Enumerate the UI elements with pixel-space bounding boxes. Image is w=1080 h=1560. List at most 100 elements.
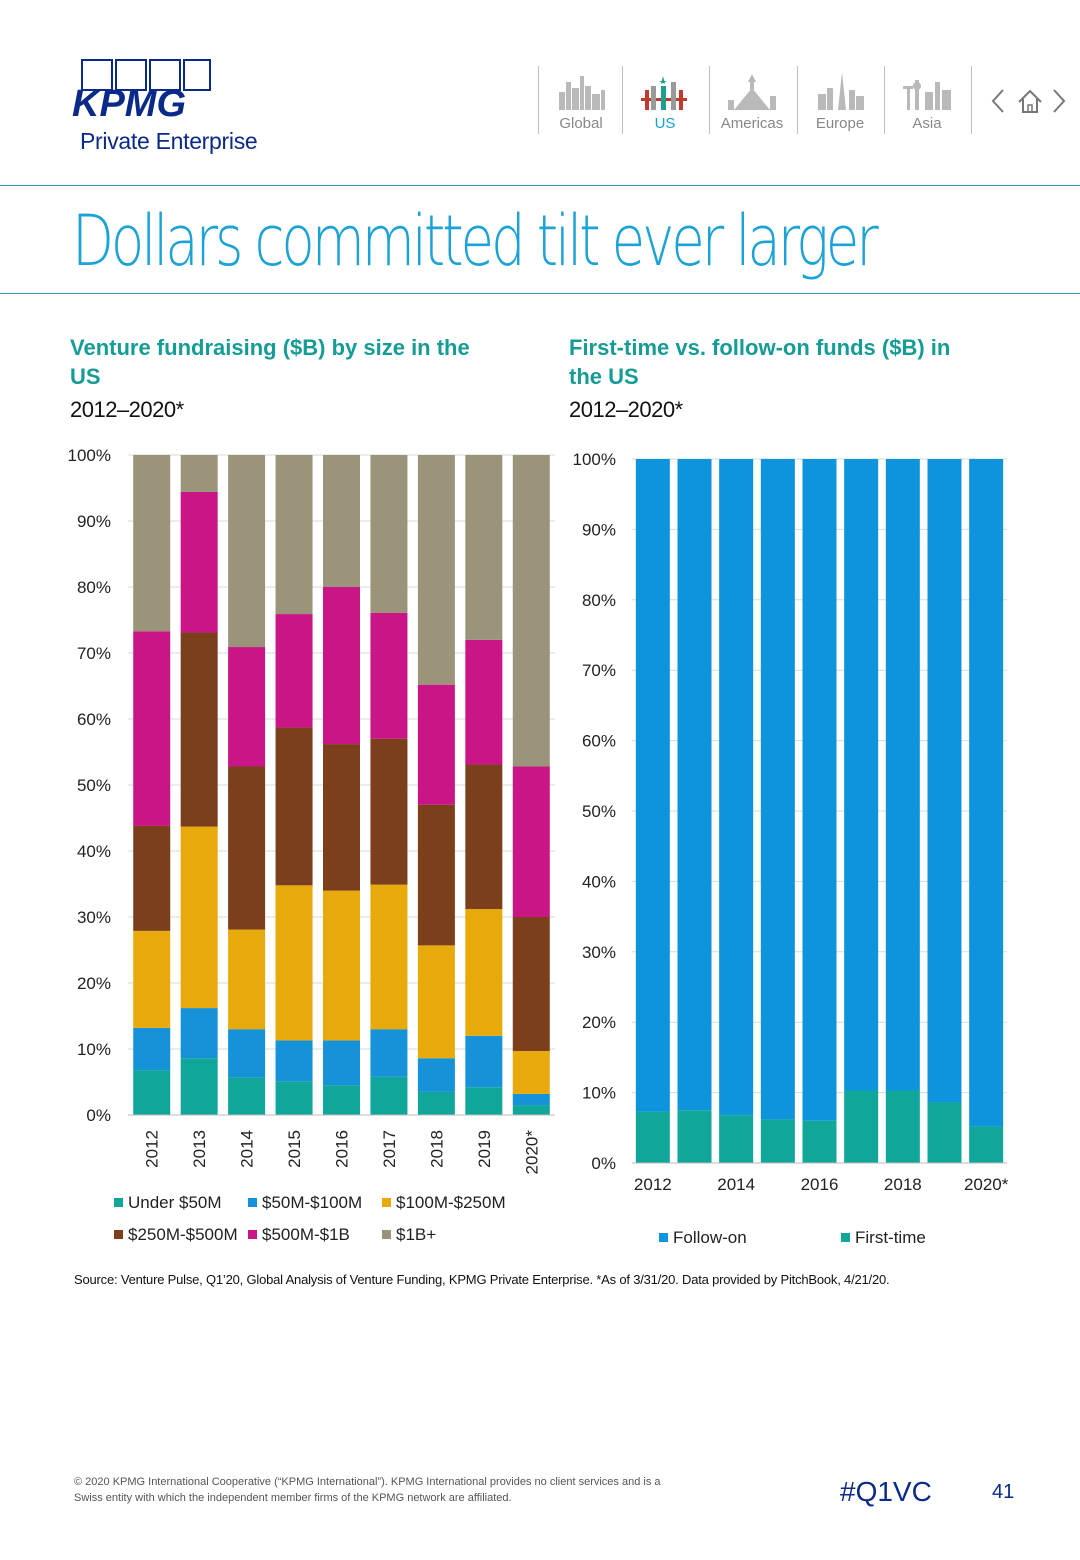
bar-first-time-2017	[844, 1090, 879, 1163]
nav-label-americas: Americas	[720, 115, 784, 132]
nav-separator	[797, 66, 798, 134]
americas-skyline-icon	[728, 74, 776, 110]
y-tick-label: 30%	[77, 908, 111, 927]
legend-swatch	[248, 1230, 257, 1239]
source-note: Source: Venture Pulse, Q1’20, Global Ana…	[74, 1272, 890, 1287]
chart-1-subtitle: 2012–2020*	[70, 397, 184, 422]
y-tick-label: 70%	[77, 644, 111, 663]
legend-swatch	[248, 1198, 257, 1207]
bar-1b-2017	[370, 455, 408, 613]
bar-500m-1b-2019	[465, 639, 503, 765]
y-tick-label: 20%	[77, 974, 111, 993]
kpmg-logo: KPMG Private Enterprise	[70, 58, 270, 158]
bar-first-time-2018	[885, 1090, 920, 1163]
hashtag: #Q1VC	[840, 1476, 932, 1507]
nav-separator	[884, 66, 885, 134]
nav-item-us[interactable]: US	[622, 66, 708, 134]
bar-500m-1b-2015	[275, 614, 313, 728]
bar-follow-on-2012	[635, 459, 670, 1112]
x-tick-label: 2012	[634, 1175, 672, 1194]
x-tick-label: 2015	[285, 1130, 304, 1168]
bar-50m-100m-2015	[275, 1040, 313, 1082]
bar-50m-100m-2016	[323, 1040, 360, 1086]
chevron-right-icon[interactable]	[1048, 84, 1070, 118]
y-tick-label: 0%	[591, 1154, 616, 1173]
y-tick-label: 10%	[582, 1084, 616, 1103]
bar-250m-500m-2012	[133, 825, 171, 931]
logo-subtitle: Private Enterprise	[80, 128, 258, 154]
legend-first-time: First-time	[841, 1228, 926, 1248]
bar-250m-500m-2013	[180, 632, 218, 827]
page-title: Dollars committed tilt ever larger	[72, 200, 879, 282]
y-tick-label: 70%	[582, 661, 616, 680]
bar-first-time-2015	[760, 1119, 795, 1163]
y-tick-label: 90%	[77, 512, 111, 531]
bar-100m-250m-2019	[465, 909, 503, 1036]
nav-separator	[709, 66, 710, 134]
legend-label: First-time	[855, 1228, 926, 1247]
bar-500m-1b-2013	[180, 491, 218, 633]
legend-50m-100m: $50M-$100M	[248, 1193, 362, 1213]
y-tick-label: 0%	[86, 1106, 111, 1125]
bar-follow-on-2014	[719, 459, 754, 1116]
bar-1b-2014	[228, 455, 266, 648]
y-tick-label: 20%	[582, 1013, 616, 1032]
bar-first-time-2020	[969, 1126, 1004, 1163]
x-tick-label: 2017	[380, 1130, 399, 1168]
us-skyline-icon	[641, 76, 687, 110]
bar-follow-on-2019	[927, 459, 962, 1103]
bar-100m-250m-2017	[370, 884, 408, 1030]
bar-first-time-2013	[677, 1110, 712, 1163]
bar-250m-500m-2017	[370, 738, 408, 885]
legend-100m-250m: $100M-$250M	[382, 1193, 506, 1213]
y-tick-label: 10%	[77, 1040, 111, 1059]
bar-100m-250m-2012	[133, 930, 171, 1028]
bar-1b-2018	[417, 455, 455, 685]
legend-250m-500m: $250M-$500M	[114, 1225, 238, 1245]
bar-50m-100m-2019	[465, 1035, 503, 1088]
nav-item-europe[interactable]: Europe	[797, 66, 883, 134]
x-tick-label: 2014	[717, 1175, 755, 1194]
home-icon[interactable]	[1016, 84, 1044, 118]
x-tick-label: 2018	[884, 1175, 922, 1194]
x-tick-label: 2013	[190, 1130, 209, 1168]
bar-100m-250m-2020	[512, 1050, 550, 1094]
y-tick-label: 40%	[77, 842, 111, 861]
y-tick-label: 80%	[77, 578, 111, 597]
nav-item-global[interactable]: Global	[538, 66, 624, 134]
chart-2-plot: 0% 10% 20% 30% 40% 50% 60% 70% 80% 90% 100% 2012 201…	[573, 450, 1009, 1194]
asia-skyline-icon	[903, 80, 951, 110]
bar-1b-2012	[133, 455, 171, 632]
y-tick-label: 100%	[573, 450, 616, 469]
legend-label: Follow-on	[673, 1228, 747, 1247]
legend-label: $50M-$100M	[262, 1193, 363, 1212]
bar-250m-500m-2015	[275, 727, 313, 886]
bar-1b-2013	[180, 455, 218, 492]
bar-500m-1b-2020	[512, 766, 550, 917]
x-tick-label: 2020*	[522, 1130, 541, 1175]
europe-skyline-icon	[818, 72, 864, 110]
bar-500m-1b-2016	[323, 587, 360, 745]
bar-under-50m-2015	[275, 1081, 313, 1115]
bar-500m-1b-2017	[370, 612, 408, 739]
title-divider	[0, 293, 1080, 294]
bar-50m-100m-2018	[417, 1058, 455, 1092]
bar-first-time-2019	[927, 1102, 962, 1163]
nav-item-americas[interactable]: Americas	[709, 66, 795, 134]
chevron-left-icon[interactable]	[987, 84, 1009, 118]
chart-2-title: First-time vs. follow-on funds ($B) in t…	[569, 335, 951, 389]
legend-swatch	[382, 1198, 391, 1207]
bar-under-50m-2018	[417, 1091, 455, 1115]
legend-follow-on: Follow-on	[659, 1228, 747, 1248]
bar-50m-100m-2020	[512, 1093, 550, 1106]
x-tick-label: 2016	[801, 1175, 839, 1194]
chart-1-title: Venture fundraising ($B) by size in the …	[70, 335, 470, 389]
bar-follow-on-2017	[844, 459, 879, 1091]
legend-label: $100M-$250M	[396, 1193, 506, 1212]
x-tick-label: 2018	[427, 1130, 446, 1168]
nav-item-asia[interactable]: Asia	[884, 66, 970, 134]
legend-1b-plus: $1B+	[382, 1225, 436, 1245]
legend-label: $250M-$500M	[128, 1225, 238, 1244]
chart-2-subtitle: 2012–2020*	[569, 397, 683, 422]
bar-250m-500m-2018	[417, 804, 455, 946]
